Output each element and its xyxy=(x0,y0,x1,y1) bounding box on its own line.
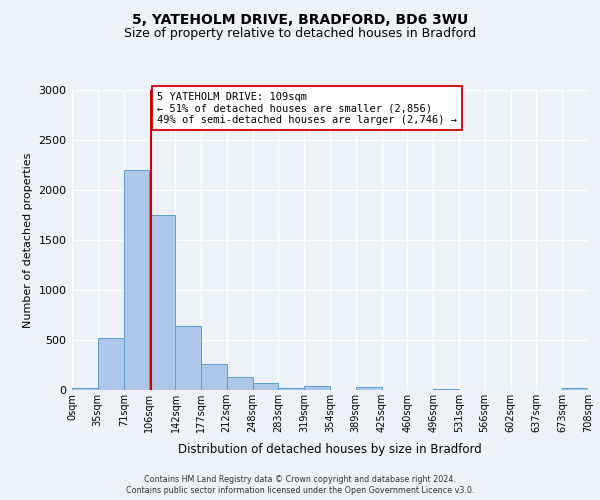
Bar xyxy=(227,377,253,390)
X-axis label: Distribution of detached houses by size in Bradford: Distribution of detached houses by size … xyxy=(178,444,482,456)
Bar xyxy=(433,388,459,390)
Bar xyxy=(253,383,278,390)
Text: 5, YATEHOLM DRIVE, BRADFORD, BD6 3WU: 5, YATEHOLM DRIVE, BRADFORD, BD6 3WU xyxy=(132,12,468,26)
Bar xyxy=(201,364,227,390)
Bar xyxy=(304,386,330,390)
Text: Size of property relative to detached houses in Bradford: Size of property relative to detached ho… xyxy=(124,28,476,40)
Y-axis label: Number of detached properties: Number of detached properties xyxy=(23,152,33,328)
Bar xyxy=(562,388,588,390)
Bar xyxy=(149,215,175,390)
Text: Contains HM Land Registry data © Crown copyright and database right 2024.: Contains HM Land Registry data © Crown c… xyxy=(144,475,456,484)
Bar xyxy=(175,326,201,390)
Bar xyxy=(356,387,382,390)
Text: 5 YATEHOLM DRIVE: 109sqm
← 51% of detached houses are smaller (2,856)
49% of sem: 5 YATEHOLM DRIVE: 109sqm ← 51% of detach… xyxy=(157,92,457,124)
Bar xyxy=(278,388,304,390)
Text: Contains public sector information licensed under the Open Government Licence v3: Contains public sector information licen… xyxy=(126,486,474,495)
Bar xyxy=(72,388,98,390)
Bar xyxy=(98,338,124,390)
Bar xyxy=(124,170,149,390)
